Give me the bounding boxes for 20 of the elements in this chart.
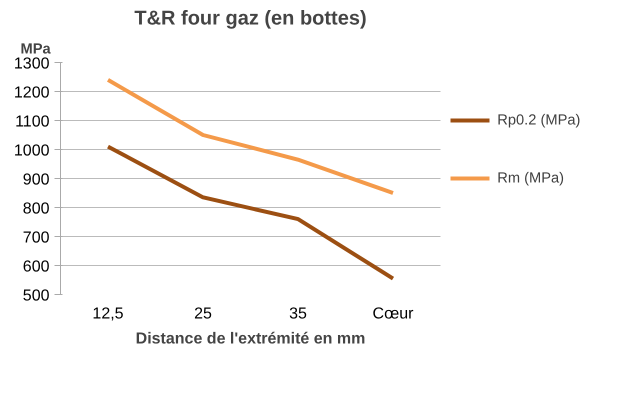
y-tick-label: 1300	[14, 56, 50, 72]
y-tick-label: 1000	[14, 142, 50, 160]
x-axis-title: Distance de l'extrémité en mm	[136, 330, 366, 348]
x-tick-label: Cœur	[372, 306, 414, 322]
y-tick-label: 1200	[14, 84, 50, 102]
y-axis-title: MPa	[20, 42, 52, 58]
y-tick-label: 1100	[15, 114, 50, 130]
line-series	[106, 144, 395, 281]
legend-label: Rp0.2 (MPa)	[497, 112, 580, 128]
y-tick-label: 500	[22, 288, 50, 304]
legend-label: Rm (MPa)	[497, 170, 564, 186]
y-tick-label: 800	[22, 200, 50, 218]
y-tick-label: 700	[22, 230, 50, 246]
x-tick-label: 35	[289, 306, 307, 322]
x-tick-label: 12,5	[92, 306, 124, 322]
y-tick-label: 600	[22, 258, 50, 276]
x-tick-label: 25	[194, 306, 212, 322]
chart-title: T&R four gaz (en bottes)	[134, 8, 367, 30]
y-tick-label: 900	[22, 172, 50, 188]
line-series	[106, 78, 395, 195]
